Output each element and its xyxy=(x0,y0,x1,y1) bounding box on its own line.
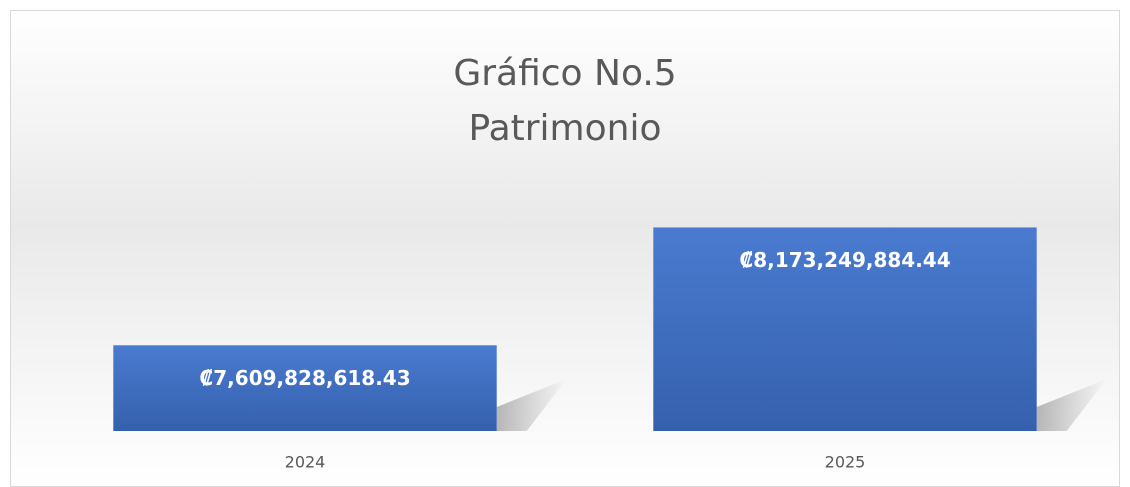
data-label: ₡8,173,249,884.44 xyxy=(739,248,950,272)
chart-title: Gráfico No.5 xyxy=(453,53,676,94)
chart-title: Patrimonio xyxy=(468,108,661,149)
bar xyxy=(113,345,497,431)
x-tick-label: 2024 xyxy=(285,453,326,472)
bar-shadow xyxy=(1036,379,1107,431)
data-label: ₡7,609,828,618.43 xyxy=(199,366,410,390)
x-tick-label: 2025 xyxy=(825,453,866,472)
bar-shadow xyxy=(496,379,567,431)
bar xyxy=(653,227,1037,431)
